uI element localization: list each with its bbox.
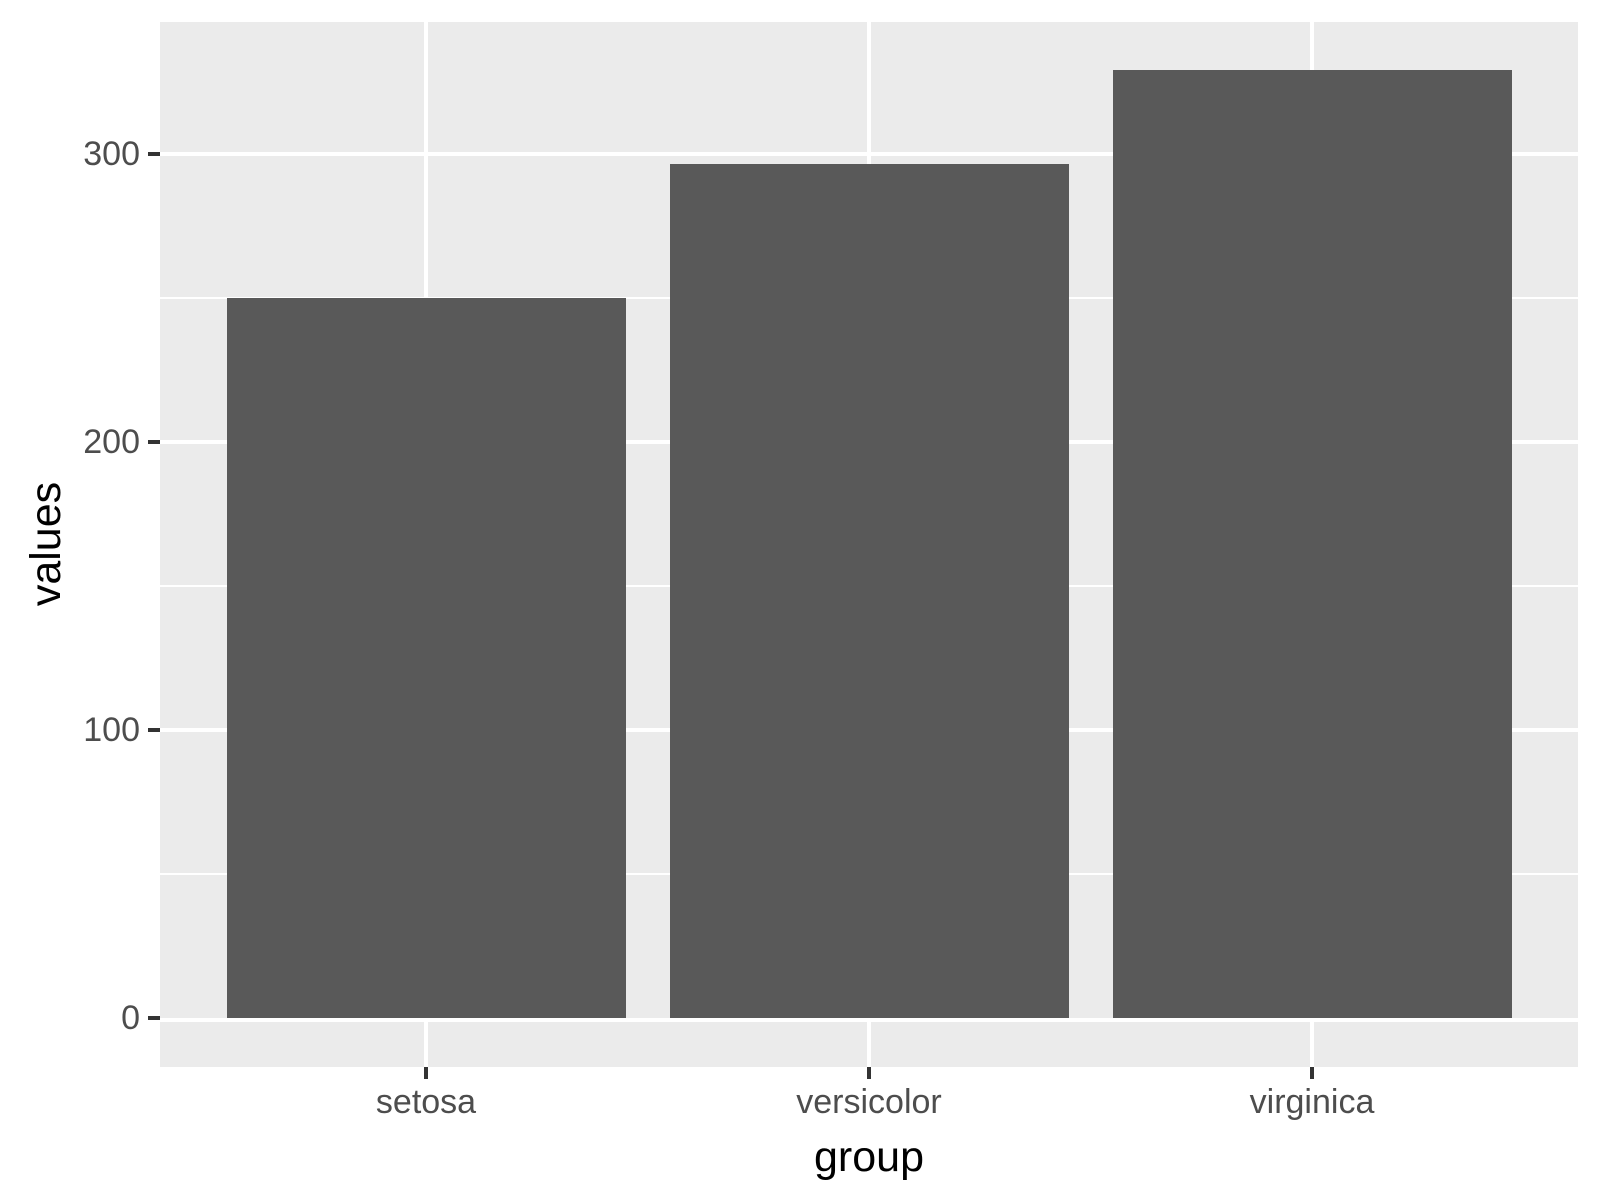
y-tick-200	[148, 440, 160, 445]
bar-setosa	[226, 297, 626, 1019]
x-tick-virginica	[1310, 1067, 1314, 1079]
bar-versicolor	[669, 163, 1069, 1019]
y-tick-label-200: 200	[83, 423, 140, 462]
x-tick-label-versicolor: versicolor	[796, 1083, 942, 1121]
y-tick-label-0: 0	[121, 999, 140, 1038]
major-gridline-y-0	[160, 1018, 1578, 1023]
x-tick-versicolor	[867, 1067, 871, 1079]
bar-virginica	[1112, 69, 1512, 1019]
y-tick-0	[148, 1016, 160, 1021]
y-tick-300	[148, 152, 160, 157]
y-tick-label-300: 300	[83, 135, 140, 174]
major-gridline-y-300	[160, 152, 1578, 157]
y-tick-label-100: 100	[83, 711, 140, 750]
y-tick-100	[148, 728, 160, 733]
y-axis-title: values	[22, 481, 70, 607]
x-tick-label-setosa: setosa	[375, 1083, 477, 1121]
x-tick-label-virginica: virginica	[1249, 1083, 1375, 1121]
x-tick-setosa	[424, 1067, 428, 1079]
x-axis-title: group	[814, 1133, 924, 1181]
